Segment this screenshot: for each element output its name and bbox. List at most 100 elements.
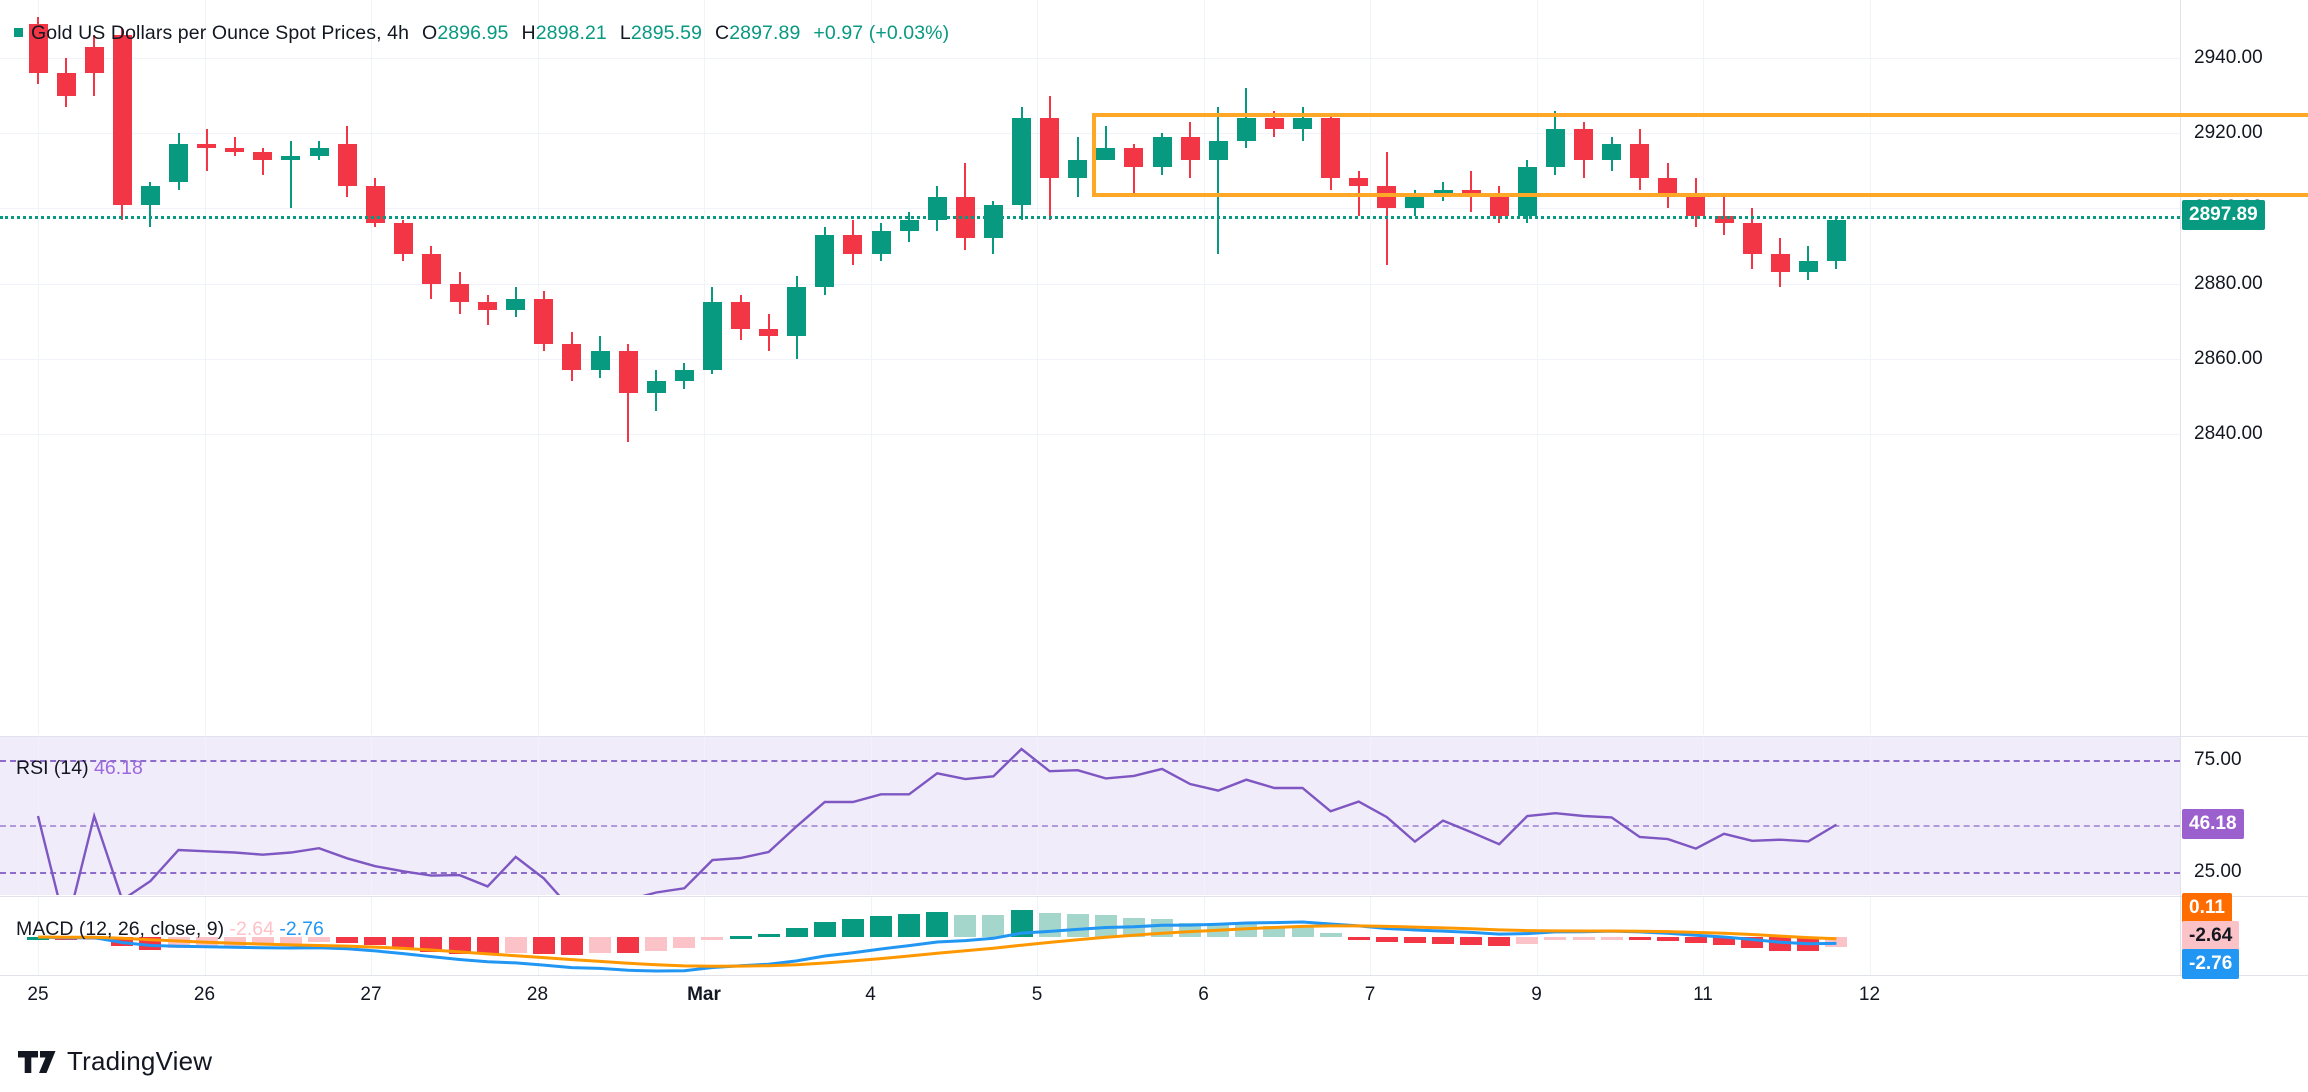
candle-body[interactable] <box>1236 118 1256 141</box>
time-gridline <box>1204 737 1205 895</box>
candle-body[interactable] <box>1574 129 1593 160</box>
candle-body[interactable] <box>1602 144 1622 160</box>
candle-body[interactable] <box>1152 136 1172 168</box>
low-label: L <box>619 22 631 44</box>
candle-body[interactable] <box>365 185 385 224</box>
candle-body[interactable] <box>702 302 722 371</box>
candle-body[interactable] <box>731 302 750 329</box>
candle-body[interactable] <box>506 298 526 310</box>
candle-body[interactable] <box>983 204 1003 239</box>
candle-body[interactable] <box>1770 253 1790 273</box>
macd-histogram-bar <box>1488 937 1511 947</box>
candle-body[interactable] <box>393 223 413 254</box>
rsi-legend: RSI (14) 46.18 <box>16 757 143 780</box>
rsi-pane[interactable] <box>0 737 2180 895</box>
candle-body[interactable] <box>197 144 217 149</box>
candle-body[interactable] <box>450 283 469 303</box>
rsi-value: 46.18 <box>94 757 143 779</box>
candle-body[interactable] <box>1405 193 1425 209</box>
rsi-level-line <box>0 824 2180 827</box>
macd-legend: MACD (12, 26, close, 9) -2.64 -2.76 <box>16 918 324 941</box>
candle-body[interactable] <box>1068 159 1088 179</box>
candle-body[interactable] <box>112 35 132 205</box>
candle-body[interactable] <box>562 343 582 371</box>
candle-body[interactable] <box>759 328 779 337</box>
candle-wick <box>149 182 152 228</box>
macd-value-badge[interactable]: 0.11 <box>2182 893 2232 923</box>
macd-histogram-bar <box>1403 937 1426 944</box>
macd-histogram-bar <box>870 916 892 937</box>
candle-body[interactable] <box>927 197 947 220</box>
candle-body[interactable] <box>1545 129 1565 168</box>
candle-body[interactable] <box>169 144 188 183</box>
candle-body[interactable] <box>590 351 610 371</box>
candle-body[interactable] <box>1798 261 1818 273</box>
candle-body[interactable] <box>1180 136 1200 160</box>
macd-value-badge[interactable]: -2.76 <box>2182 949 2240 979</box>
time-gridline <box>1703 0 1704 735</box>
candle-body[interactable] <box>84 46 104 74</box>
macd-value-badge[interactable]: -2.64 <box>2182 921 2240 951</box>
candle-body[interactable] <box>1096 148 1116 160</box>
candle-body[interactable] <box>1714 215 1734 224</box>
candle-body[interactable] <box>1208 140 1228 160</box>
macd-histogram-bar <box>813 921 836 937</box>
macd-pane[interactable] <box>0 897 2180 975</box>
candle-body[interactable] <box>1826 219 1846 262</box>
candle-body[interactable] <box>618 351 638 393</box>
candle-body[interactable] <box>815 234 835 288</box>
candle-body[interactable] <box>1012 118 1031 205</box>
tradingview-logo[interactable]: TradingView <box>18 1046 212 1077</box>
candle-body[interactable] <box>1321 118 1341 179</box>
time-axis-label: 6 <box>1198 984 1209 1005</box>
macd-histogram-bar <box>1656 937 1679 941</box>
candle-body[interactable] <box>1742 223 1762 254</box>
candle-body[interactable] <box>1630 144 1650 179</box>
candle-body[interactable] <box>1489 197 1509 216</box>
candle-body[interactable] <box>1686 197 1706 216</box>
candle-wick <box>289 140 292 209</box>
rsi-title[interactable]: RSI (14) <box>16 757 89 779</box>
candle-body[interactable] <box>253 152 273 160</box>
high-label: H <box>521 22 536 44</box>
rectangle-drawing[interactable] <box>1091 112 2308 198</box>
candle-body[interactable] <box>1349 178 1369 186</box>
candle-body[interactable] <box>225 148 245 152</box>
price-axis-label: 2860.00 <box>2194 347 2263 369</box>
macd-histogram-bar <box>1319 932 1342 937</box>
candle-wick <box>1132 144 1135 198</box>
candle-body[interactable] <box>1264 118 1284 130</box>
candle-body[interactable] <box>1124 148 1144 168</box>
candle-body[interactable] <box>1517 167 1537 216</box>
candle-body[interactable] <box>281 155 301 160</box>
candle-body[interactable] <box>899 219 919 231</box>
price-pane[interactable] <box>0 0 2180 735</box>
time-axis[interactable]: 25 26 27 28 Mar 4 5 6 7 9 11 12 <box>0 976 2308 1020</box>
candle-body[interactable] <box>56 73 76 96</box>
time-axis-label: 27 <box>360 984 382 1005</box>
rsi-value-badge[interactable]: 46.18 <box>2182 808 2244 839</box>
macd-title[interactable]: MACD (12, 26, close, 9) <box>16 918 225 940</box>
candle-body[interactable] <box>674 370 694 382</box>
current-price-badge[interactable]: 2897.89 <box>2182 200 2265 231</box>
candle-body[interactable] <box>1293 118 1312 130</box>
candle-body[interactable] <box>28 24 48 74</box>
candle-body[interactable] <box>1433 189 1453 194</box>
candle-body[interactable] <box>843 234 863 254</box>
candle-body[interactable] <box>421 253 441 284</box>
candle-body[interactable] <box>1040 118 1060 179</box>
macd-histogram-bar <box>504 937 527 953</box>
time-axis-label: Mar <box>687 984 721 1005</box>
candle-body[interactable] <box>787 287 807 337</box>
candle-body[interactable] <box>534 298 554 344</box>
candle-body[interactable] <box>871 230 891 254</box>
candle-body[interactable] <box>1658 178 1678 198</box>
candle-body[interactable] <box>478 302 498 310</box>
candle-body[interactable] <box>140 185 160 205</box>
candle-body[interactable] <box>646 381 666 393</box>
candle-body[interactable] <box>337 144 357 186</box>
macd-histogram-bar <box>1600 937 1623 940</box>
symbol-title[interactable]: Gold US Dollars per Ounce Spot Prices, 4… <box>31 22 410 44</box>
candle-body[interactable] <box>309 148 329 156</box>
